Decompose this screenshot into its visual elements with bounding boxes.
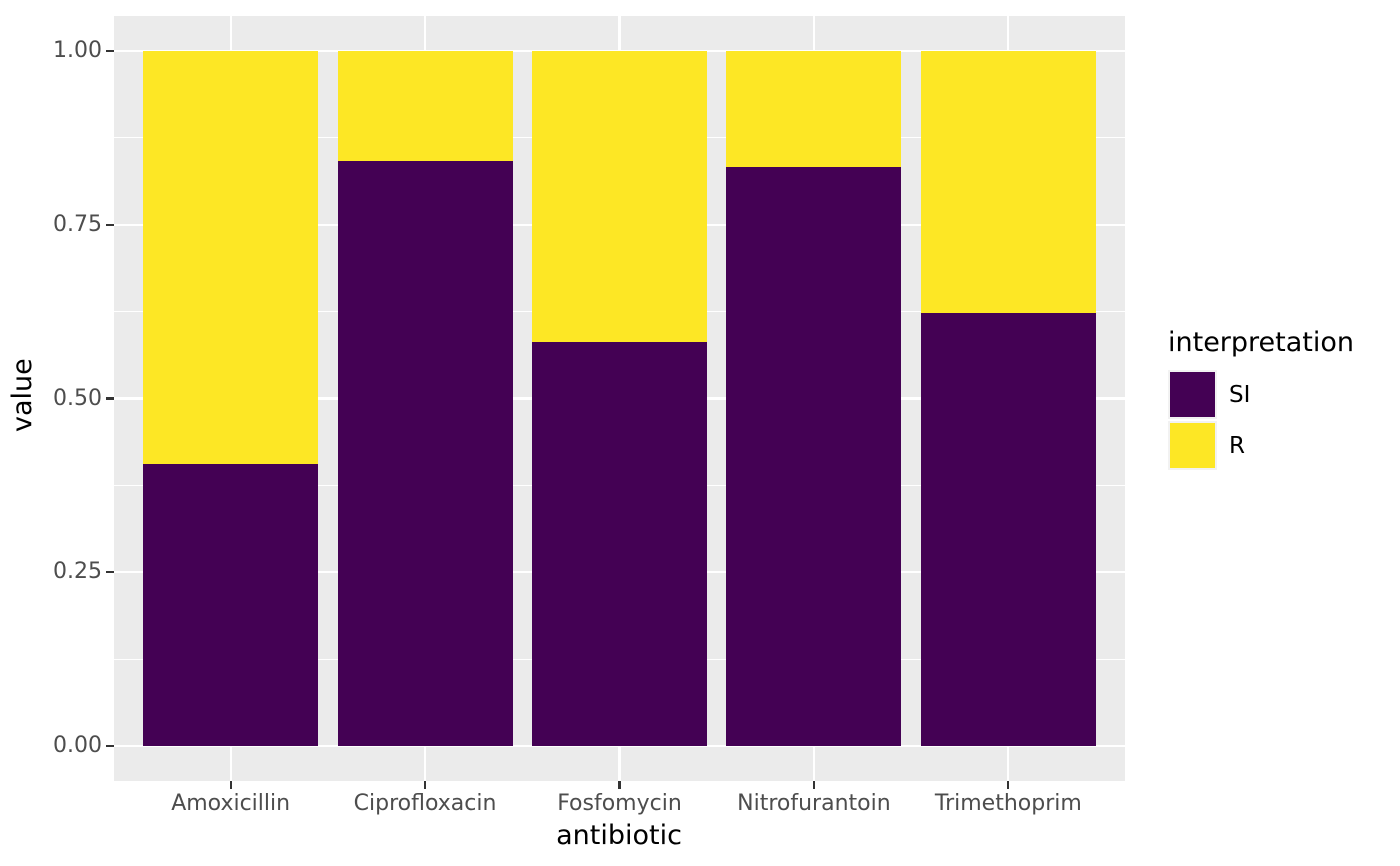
bar-segment-r <box>920 50 1096 313</box>
y-tick-label: 1.00 <box>53 37 102 63</box>
bar-segment-si <box>726 166 902 747</box>
bar-segment-r <box>532 50 707 343</box>
bar-segment-r <box>143 50 319 464</box>
bar-segment-si <box>143 463 319 747</box>
x-tick-mark <box>812 781 815 789</box>
x-tick-label: Amoxicillin <box>171 791 291 816</box>
x-tick-label: Ciprofloxacin <box>353 791 497 816</box>
bar-segment-si <box>920 312 1096 747</box>
legend: interpretation SI R <box>1168 327 1393 472</box>
y-tick-mark <box>106 745 114 748</box>
legend-entry: R <box>1168 421 1393 470</box>
x-axis-title: antibiotic <box>556 820 682 851</box>
bar-segment-r <box>726 50 902 167</box>
y-tick-label: 0.50 <box>53 385 102 411</box>
bar-segment-r <box>337 50 513 161</box>
plot-panel <box>114 16 1125 781</box>
legend-label: R <box>1229 432 1245 459</box>
y-tick-label: 0.25 <box>53 559 102 585</box>
bar-segment-si <box>337 160 513 747</box>
x-tick-label: Nitrofurantoin <box>737 791 891 816</box>
legend-label: SI <box>1229 381 1251 408</box>
y-tick-mark <box>106 223 114 226</box>
x-tick-mark <box>423 781 427 789</box>
legend-key-si <box>1168 370 1217 419</box>
legend-entry: SI <box>1168 370 1393 419</box>
legend-entries: SI R <box>1168 370 1393 470</box>
y-tick-label: 0.75 <box>53 211 102 237</box>
x-tick-mark <box>618 781 621 789</box>
legend-title: interpretation <box>1168 327 1355 358</box>
y-tick-label: 0.00 <box>53 733 102 759</box>
x-tick-mark <box>1007 781 1010 789</box>
x-tick-label: Trimethoprim <box>934 791 1082 816</box>
y-tick-mark <box>106 49 114 52</box>
x-tick-label: Fosfomycin <box>557 791 682 816</box>
y-tick-mark <box>106 571 114 574</box>
legend-key-r <box>1168 421 1217 470</box>
x-tick-mark <box>229 781 232 789</box>
bar-segment-si <box>532 342 707 747</box>
y-tick-mark <box>106 397 114 400</box>
